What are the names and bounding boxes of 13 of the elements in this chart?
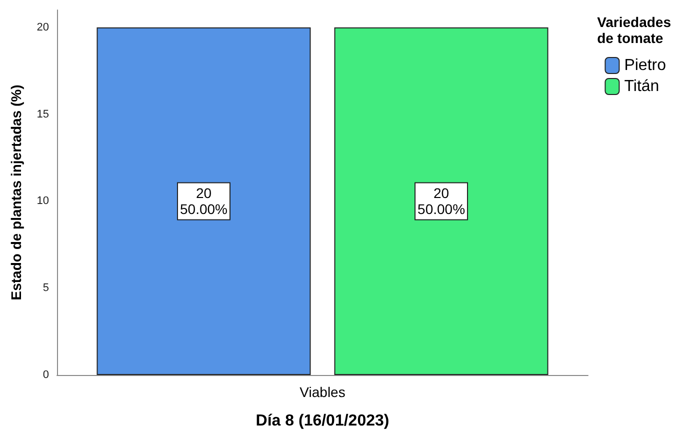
y-axis-title: Estado de plantas injertadas (%) (8, 84, 24, 300)
x-tick-label: Viables (300, 384, 346, 400)
legend-label: Titán (624, 78, 660, 95)
y-tick-label: 20 (36, 21, 49, 34)
legend-title: Variedades de tomate (597, 14, 672, 46)
y-tick-label: 10 (36, 195, 49, 208)
data-label: 20 50.00% (180, 185, 228, 218)
y-tick-label: 5 (42, 282, 49, 294)
legend-label: Pietro (624, 57, 666, 74)
x-axis-title: Día 8 (16/01/2023) (256, 412, 390, 430)
y-tick-label: 0 (42, 369, 49, 381)
data-label: 20 50.00% (418, 185, 466, 218)
y-tick-label: 15 (36, 108, 49, 120)
